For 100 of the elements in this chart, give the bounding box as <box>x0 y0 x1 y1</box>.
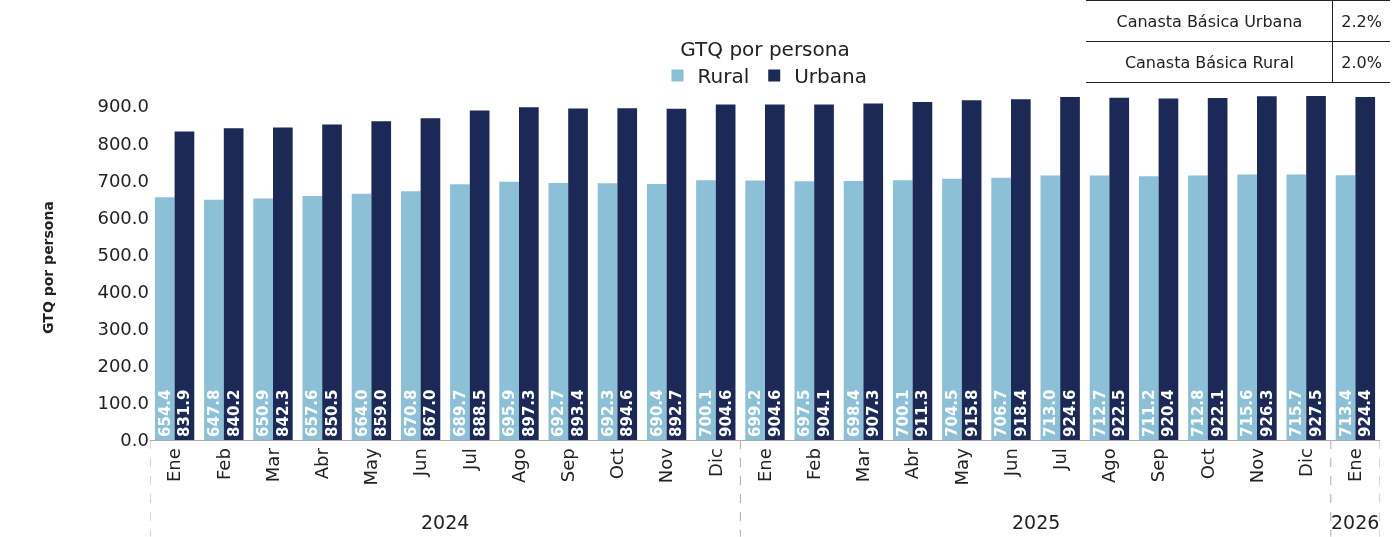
data-label: 904.6 <box>765 389 784 437</box>
bar <box>961 100 982 440</box>
data-label: 850.5 <box>323 389 342 437</box>
y-tick-label: 900.0 <box>97 95 149 117</box>
data-label: 692.3 <box>598 389 617 437</box>
bar <box>814 104 834 440</box>
data-label: 657.6 <box>303 389 322 437</box>
data-label: 922.1 <box>1208 389 1227 437</box>
x-tick-label: Jun <box>409 448 431 478</box>
x-tick-label: Jun <box>999 448 1021 478</box>
bar <box>1138 176 1159 440</box>
bar <box>1335 175 1356 440</box>
data-label: 831.9 <box>175 389 194 437</box>
x-tick-label: Abr <box>311 447 333 480</box>
text: 2025 <box>1012 511 1061 533</box>
data-label: 712.7 <box>1090 389 1109 437</box>
bar <box>400 191 421 440</box>
text: 2.0% <box>1332 41 1390 83</box>
bar <box>892 180 913 440</box>
y-tick-label: 100.0 <box>97 392 149 414</box>
data-label: 888.5 <box>470 389 489 437</box>
bar <box>991 177 1011 440</box>
x-tick-label: Feb <box>803 448 825 481</box>
data-label: 664.0 <box>352 389 371 437</box>
legend-label: Urbana <box>794 64 867 89</box>
bar <box>204 199 224 440</box>
y-tick-label: 400.0 <box>97 280 149 302</box>
data-label: 715.6 <box>1238 389 1257 437</box>
data-label: 924.4 <box>1356 389 1375 437</box>
bar <box>371 121 392 440</box>
y-tick-label: 300.0 <box>97 318 149 340</box>
legend-label: Rural <box>697 64 750 89</box>
text: 2026 <box>1331 511 1380 533</box>
bar <box>912 101 933 440</box>
data-label: 715.7 <box>1287 389 1306 437</box>
x-tick-label: Nov <box>655 447 677 484</box>
bar <box>1089 175 1110 440</box>
data-label: 922.5 <box>1110 389 1129 437</box>
data-label: 840.2 <box>224 389 243 437</box>
data-label: 892.7 <box>667 389 686 437</box>
bar <box>174 131 195 440</box>
x-tick-label: Oct <box>606 448 628 480</box>
x-tick-label: May <box>950 447 972 486</box>
data-label: 915.8 <box>962 389 981 437</box>
data-label: 893.4 <box>569 389 588 437</box>
y-tick-label: 0.0 <box>120 429 149 451</box>
data-label: 647.8 <box>204 389 223 437</box>
x-tick-label: Mar <box>852 447 874 483</box>
data-label: 924.6 <box>1061 389 1080 437</box>
data-label: 700.1 <box>696 389 715 437</box>
text: Canasta Básica Urbana <box>1086 0 1333 42</box>
x-tick-label: May <box>360 447 382 486</box>
y-tick-label: 700.0 <box>97 169 149 191</box>
bar <box>745 180 765 440</box>
data-label: 842.3 <box>273 389 292 437</box>
data-label: 698.4 <box>844 389 863 437</box>
bar <box>548 183 569 440</box>
bar <box>765 104 785 440</box>
data-label: 689.7 <box>450 389 469 437</box>
bar <box>1257 96 1277 440</box>
x-tick-label: Ene <box>753 448 775 483</box>
bar <box>1306 95 1326 440</box>
data-label: 904.1 <box>815 389 834 437</box>
data-label: 712.8 <box>1188 389 1207 437</box>
data-label: 897.3 <box>519 389 538 437</box>
text: Canasta Básica Rural <box>1086 41 1333 83</box>
bar <box>942 178 962 440</box>
bar <box>1355 97 1376 440</box>
bar <box>1011 99 1031 440</box>
bar <box>499 181 519 440</box>
x-tick-label: Ago <box>507 448 529 483</box>
x-tick-label: Dic <box>1295 448 1317 477</box>
data-label: 894.6 <box>618 389 637 437</box>
data-label: 695.9 <box>500 389 519 437</box>
x-tick-label: Sep <box>557 448 579 483</box>
data-label: 690.4 <box>647 389 666 437</box>
x-tick-label: Jul <box>1049 448 1071 471</box>
x-tick-label: Mar <box>261 447 283 483</box>
data-label: 911.3 <box>913 389 932 437</box>
text: 2024 <box>421 511 470 533</box>
x-tick-label: Jul <box>458 448 480 471</box>
data-label: 700.1 <box>893 389 912 437</box>
bar <box>1286 174 1307 440</box>
data-label: 650.9 <box>254 389 273 437</box>
data-label: 692.7 <box>549 389 568 437</box>
data-label: 699.2 <box>746 389 765 437</box>
bar <box>1158 98 1179 440</box>
data-label: 670.8 <box>401 389 420 437</box>
bar <box>1060 97 1080 440</box>
x-tick-label: Ene <box>163 448 185 483</box>
bar <box>154 197 175 440</box>
x-tick-label: Ago <box>1098 448 1120 483</box>
bar <box>646 183 667 440</box>
bar <box>794 181 815 440</box>
y-tick-label: 200.0 <box>97 355 149 377</box>
bar <box>322 124 342 440</box>
bar <box>715 104 736 440</box>
x-tick-label: Nov <box>1245 447 1267 484</box>
x-tick-label: Feb <box>212 448 234 481</box>
x-tick-label: Dic <box>704 448 726 477</box>
